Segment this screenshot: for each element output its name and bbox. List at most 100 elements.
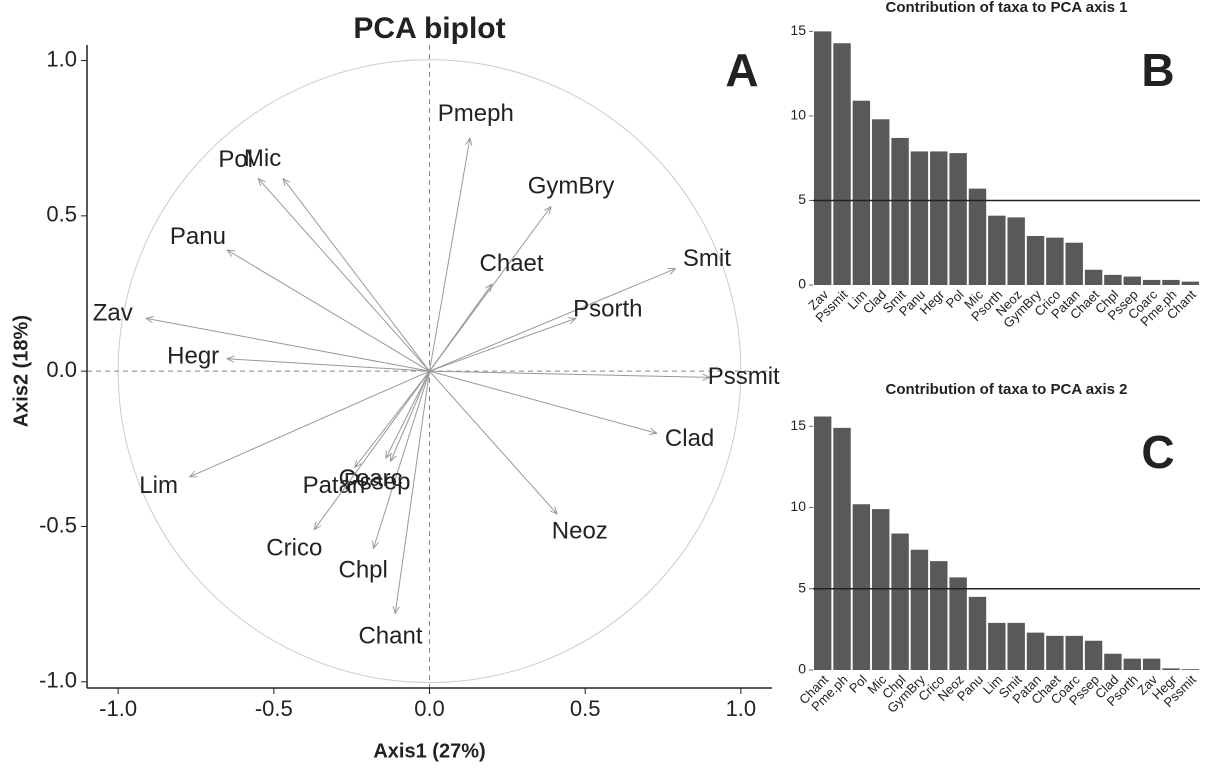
y-tick-label: 0.0 xyxy=(46,357,77,382)
y-tick-label: 0 xyxy=(798,276,806,292)
loading-arrow xyxy=(373,371,430,548)
bar xyxy=(1104,274,1122,285)
y-tick-label: 15 xyxy=(790,417,806,433)
bar xyxy=(813,31,832,286)
y-tick-label: 1.0 xyxy=(46,46,77,71)
x-tick-label: -1.0 xyxy=(99,696,137,721)
loading-arrow xyxy=(391,370,430,461)
variable-label: Psorth xyxy=(573,296,642,323)
y-tick-label: 0 xyxy=(798,661,806,677)
variable-label: Mic xyxy=(244,145,281,172)
variable-label: Chaet xyxy=(480,250,544,277)
variable-label: Smit xyxy=(683,245,731,272)
bar xyxy=(949,577,967,670)
bar xyxy=(891,533,909,670)
variable-label: Chpl xyxy=(339,556,388,583)
bar xyxy=(1104,653,1122,670)
panel-label: A xyxy=(725,44,758,96)
chart-title: Contribution of taxa to PCA axis 2 xyxy=(886,381,1128,398)
bar xyxy=(833,427,851,670)
y-axis-label: Axis2 (18%) xyxy=(10,315,32,427)
y-tick-label: 15 xyxy=(790,22,806,38)
loading-arrow xyxy=(429,370,657,433)
variable-label: Pssmit xyxy=(708,363,780,390)
bar xyxy=(1123,658,1141,670)
chart-title: Contribution of taxa to PCA axis 1 xyxy=(886,0,1128,16)
bar xyxy=(1123,276,1141,285)
loading-arrow xyxy=(429,370,558,514)
y-tick-label: 10 xyxy=(790,107,806,123)
variable-label: Patan xyxy=(303,472,366,499)
x-tick-label: 0.0 xyxy=(414,696,445,721)
y-tick-label: 10 xyxy=(790,498,806,514)
bar xyxy=(930,561,948,670)
y-tick-label: 0.5 xyxy=(46,202,77,227)
bar xyxy=(968,596,987,670)
bar xyxy=(1142,658,1161,670)
y-tick-label: 5 xyxy=(798,191,806,207)
x-axis-label: Axis1 (27%) xyxy=(373,740,485,762)
loading-arrow xyxy=(146,318,430,372)
bar xyxy=(1046,635,1064,670)
bar xyxy=(813,416,832,670)
y-tick-label: -0.5 xyxy=(39,512,77,537)
x-tick-label: 1.0 xyxy=(726,696,757,721)
loading-arrow xyxy=(190,370,430,477)
bar xyxy=(1181,281,1200,285)
bar xyxy=(872,509,890,670)
bar xyxy=(988,622,1006,670)
bar xyxy=(968,188,987,285)
variable-label: Chant xyxy=(358,623,422,650)
bar xyxy=(1026,632,1045,670)
bar xyxy=(1181,669,1200,670)
bar xyxy=(891,137,909,285)
loading-arrow xyxy=(429,318,576,372)
bar xyxy=(1142,279,1161,285)
bar xyxy=(910,549,929,670)
bar xyxy=(1162,668,1180,670)
x-tick-label: -0.5 xyxy=(255,696,293,721)
variable-label: Coarc xyxy=(339,465,403,492)
loading-arrow xyxy=(283,179,430,372)
bar xyxy=(1007,217,1025,285)
loading-arrow xyxy=(429,138,470,372)
chart-title: PCA biplot xyxy=(353,12,505,45)
panel-label: C xyxy=(1141,426,1174,478)
panel-label: B xyxy=(1141,44,1174,96)
loading-arrow xyxy=(258,179,430,372)
loading-arrow xyxy=(429,284,492,372)
bar xyxy=(1026,235,1045,285)
variable-label: Lim xyxy=(139,472,178,499)
loading-arrow xyxy=(386,370,430,458)
bar xyxy=(833,43,851,286)
bar xyxy=(1084,640,1103,670)
variable-label: Zav xyxy=(93,299,133,326)
loading-arrow xyxy=(395,371,430,613)
bar xyxy=(1084,269,1103,285)
variable-label: Hegr xyxy=(167,343,219,370)
y-tick-label: 5 xyxy=(798,579,806,595)
variable-label: Crico xyxy=(266,534,322,561)
bar xyxy=(1007,622,1025,670)
bar xyxy=(872,119,890,285)
variable-label: Clad xyxy=(665,425,714,452)
bar xyxy=(949,153,967,285)
y-tick-label: -1.0 xyxy=(39,668,77,693)
x-tick-label: 0.5 xyxy=(570,696,601,721)
loading-arrow xyxy=(227,359,430,372)
bar xyxy=(1065,635,1083,670)
variable-label: GymBry xyxy=(528,173,615,200)
loading-arrow xyxy=(429,370,710,377)
loading-arrow xyxy=(227,250,430,372)
bar xyxy=(1065,242,1083,285)
variable-label: Pmeph xyxy=(438,100,514,127)
loading-arrow xyxy=(355,370,430,467)
bar xyxy=(930,151,948,285)
variable-label: Pol xyxy=(218,146,253,173)
bar xyxy=(910,151,929,285)
bar xyxy=(988,215,1006,285)
loading-arrow xyxy=(314,370,430,529)
bar xyxy=(1046,237,1064,285)
loading-arrow xyxy=(429,269,676,372)
